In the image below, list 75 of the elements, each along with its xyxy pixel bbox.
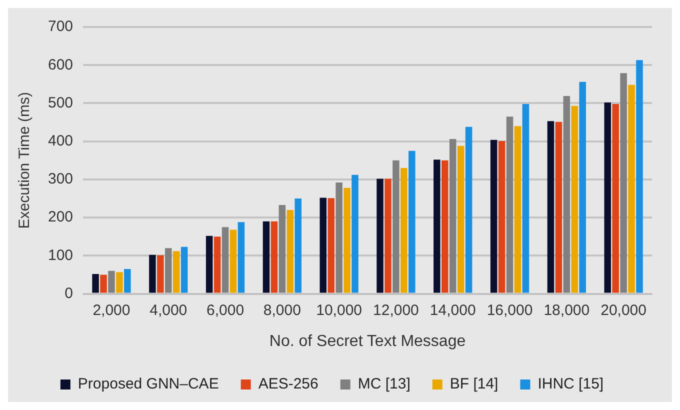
bar bbox=[116, 272, 123, 293]
x-tick-label: 16,000 bbox=[486, 302, 533, 319]
bar bbox=[457, 146, 464, 293]
bar bbox=[214, 236, 221, 293]
bar bbox=[392, 160, 400, 293]
x-axis-title: No. of Secret Text Message bbox=[269, 332, 466, 350]
y-axis-title: Execution Time (ms) bbox=[16, 92, 34, 229]
y-tick-label: 200 bbox=[48, 208, 74, 226]
bar bbox=[352, 174, 358, 293]
bar bbox=[571, 106, 578, 293]
bar bbox=[286, 210, 294, 293]
bar bbox=[522, 104, 530, 293]
y-tick-label: 500 bbox=[48, 94, 74, 112]
bar bbox=[320, 198, 327, 293]
bar bbox=[328, 198, 334, 293]
bar bbox=[344, 188, 350, 293]
x-tick-label: 4,000 bbox=[150, 302, 188, 319]
bar bbox=[400, 168, 408, 293]
bar bbox=[579, 82, 586, 293]
bar bbox=[92, 274, 99, 293]
bar bbox=[278, 204, 286, 293]
x-tick-label: 10,000 bbox=[316, 302, 362, 319]
x-tick-label: 12,000 bbox=[373, 302, 419, 319]
bar bbox=[149, 254, 156, 293]
bar bbox=[164, 248, 172, 293]
bar bbox=[514, 126, 522, 293]
bar bbox=[636, 60, 643, 293]
legend-label: BF [14] bbox=[450, 376, 498, 393]
bar bbox=[563, 96, 570, 293]
bar bbox=[262, 221, 270, 293]
y-tick-label: 600 bbox=[48, 56, 74, 74]
bar bbox=[434, 160, 440, 293]
bar bbox=[498, 140, 506, 293]
legend-label: IHNC [15] bbox=[538, 376, 604, 393]
y-tick-label: 400 bbox=[48, 132, 74, 150]
y-tick-label: 100 bbox=[48, 246, 74, 264]
bar bbox=[442, 160, 448, 293]
bar bbox=[157, 255, 164, 293]
bar bbox=[506, 116, 514, 293]
bar bbox=[180, 246, 188, 293]
x-tick-label: 6,000 bbox=[206, 302, 244, 319]
y-tick-label: 300 bbox=[48, 170, 74, 188]
bar bbox=[336, 182, 342, 293]
x-tick-label: 8,000 bbox=[263, 302, 301, 319]
bar bbox=[612, 104, 619, 293]
legend-label: AES-256 bbox=[258, 376, 318, 393]
x-tick-label: 14,000 bbox=[430, 302, 476, 319]
bar bbox=[222, 227, 229, 293]
bar bbox=[555, 122, 562, 293]
bar bbox=[465, 126, 472, 293]
y-tick-label: 700 bbox=[48, 18, 74, 36]
bar bbox=[100, 274, 107, 293]
bar bbox=[449, 139, 456, 293]
bar bbox=[108, 270, 115, 293]
x-tick-label: 2,000 bbox=[92, 302, 130, 319]
bar bbox=[294, 198, 302, 293]
bar bbox=[628, 84, 635, 293]
bar bbox=[376, 178, 384, 293]
bar bbox=[206, 236, 213, 293]
bar bbox=[230, 230, 237, 293]
bar bbox=[604, 102, 612, 293]
bar bbox=[408, 150, 416, 293]
bar bbox=[124, 269, 131, 293]
bar bbox=[547, 121, 554, 293]
bar bbox=[490, 140, 498, 293]
bar bbox=[620, 73, 627, 293]
legend-label: Proposed GNN–CAE bbox=[78, 376, 219, 393]
legend-label: MC [13] bbox=[358, 376, 410, 393]
bar bbox=[384, 178, 392, 293]
x-tick-label: 20,000 bbox=[600, 302, 646, 319]
bar bbox=[172, 251, 180, 293]
y-tick-label: 0 bbox=[64, 284, 74, 302]
bar bbox=[238, 222, 245, 293]
bar bbox=[270, 221, 278, 293]
x-tick-label: 18,000 bbox=[544, 302, 590, 319]
